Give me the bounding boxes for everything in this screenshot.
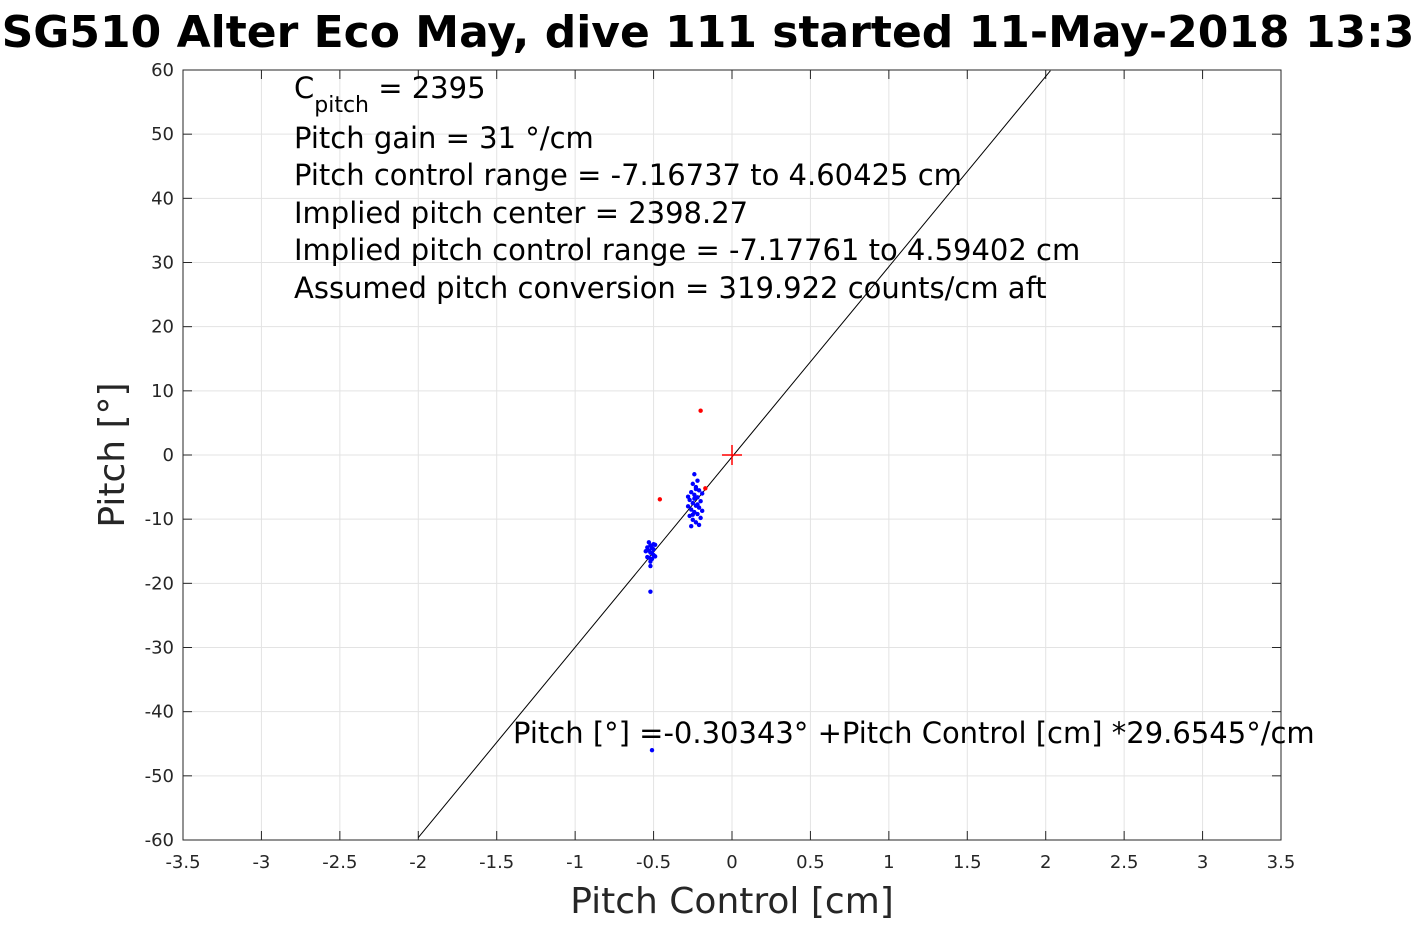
data-point	[699, 491, 705, 496]
y-tick-label: 10	[151, 381, 174, 402]
data-point	[689, 507, 694, 512]
y-tick-label: -10	[145, 509, 174, 530]
data-point	[693, 520, 699, 525]
y-tick-label: 0	[163, 445, 174, 466]
x-tick-label: -1	[566, 852, 584, 873]
data-point	[651, 547, 656, 552]
y-tick-label: -40	[145, 702, 174, 723]
data-point	[698, 408, 703, 413]
data-point	[690, 512, 695, 517]
annotation-implied-pitch-control-range: Implied pitch control range = -7.17761 t…	[294, 233, 1080, 267]
data-point	[690, 517, 695, 523]
data-point	[646, 555, 652, 560]
data-point	[649, 550, 655, 556]
data-point	[685, 494, 691, 499]
data-point	[689, 524, 694, 529]
x-tick-label: 1.5	[953, 852, 982, 873]
data-points	[643, 408, 708, 753]
y-tick-label: -50	[145, 766, 174, 787]
data-point	[645, 545, 650, 550]
y-tick-label: 20	[151, 317, 174, 338]
data-point	[689, 490, 694, 495]
annotation-c-pitch: Cpitch = 2395	[294, 71, 486, 118]
y-axis-label: Pitch [°]	[92, 382, 133, 527]
x-tick-label: 0	[726, 852, 737, 873]
data-point	[699, 508, 705, 514]
x-axis-label: Pitch Control [cm]	[570, 881, 894, 922]
data-point	[648, 559, 653, 564]
data-point	[690, 500, 695, 506]
center-marker	[722, 445, 742, 465]
tick-labels: -3.5 -3 -2.5 -2 -1.5 -1 -0.5 0 0.5 1 1.5 2 2.5 3 3.5 -6…	[145, 60, 1296, 873]
fit-line	[417, 70, 1051, 838]
x-tick-label: -3	[252, 852, 270, 873]
annotation-fit-equation: Pitch [°] =-0.30343° +Pitch Control [cm]…	[513, 716, 1315, 750]
data-point	[657, 497, 663, 502]
annotation-implied-pitch-center: Implied pitch center = 2398.27	[294, 196, 748, 230]
c-pitch-subscript: pitch	[314, 93, 369, 118]
axis-ticks	[182, 69, 1282, 841]
y-tick-label: -20	[145, 573, 174, 594]
y-tick-label: 60	[151, 60, 174, 81]
y-tick-label: -60	[145, 830, 174, 851]
data-point	[652, 554, 658, 559]
data-point	[692, 472, 697, 477]
data-point	[649, 747, 655, 753]
c-pitch-main: C	[294, 71, 314, 105]
chart-title: SG510 Alter Eco May, dive 111 started 11…	[2, 7, 1415, 58]
x-tick-label: -1.5	[479, 852, 514, 873]
annotation-pitch-control-range: Pitch control range = -7.16737 to 4.6042…	[294, 158, 962, 192]
y-tick-label: -30	[145, 638, 174, 659]
data-point	[695, 511, 700, 517]
x-tick-label: 3.5	[1267, 852, 1296, 873]
grid-lines	[182, 69, 1282, 841]
annotation-pitch-gain: Pitch gain = 31 °/cm	[294, 121, 594, 155]
x-tick-label: 0.5	[796, 852, 825, 873]
data-point	[696, 522, 702, 528]
data-point	[698, 499, 703, 504]
x-tick-label: 2	[1040, 852, 1051, 873]
y-tick-label: 40	[151, 188, 174, 209]
data-point	[703, 486, 708, 491]
x-tick-label: -0.5	[636, 852, 671, 873]
y-tick-label: 50	[151, 124, 174, 145]
data-point	[648, 589, 653, 594]
data-point	[692, 496, 697, 501]
x-tick-label: 3	[1197, 852, 1208, 873]
data-point	[695, 502, 700, 507]
data-point	[648, 563, 653, 569]
c-pitch-value: = 2395	[369, 71, 486, 105]
x-tick-label: 1	[883, 852, 894, 873]
y-tick-label: 30	[151, 253, 174, 274]
x-tick-label: -3.5	[165, 852, 200, 873]
data-point	[643, 549, 648, 554]
data-point	[695, 478, 700, 483]
x-tick-label: -2	[409, 852, 427, 873]
data-point	[651, 541, 656, 547]
data-point	[685, 504, 691, 509]
annotation-assumed-conversion: Assumed pitch conversion = 319.922 count…	[294, 271, 1047, 305]
data-point	[692, 492, 697, 497]
x-tick-label: 2.5	[1110, 852, 1139, 873]
x-tick-label: -2.5	[322, 852, 357, 873]
data-point	[693, 486, 699, 492]
data-point	[690, 481, 695, 487]
data-point	[698, 515, 703, 521]
